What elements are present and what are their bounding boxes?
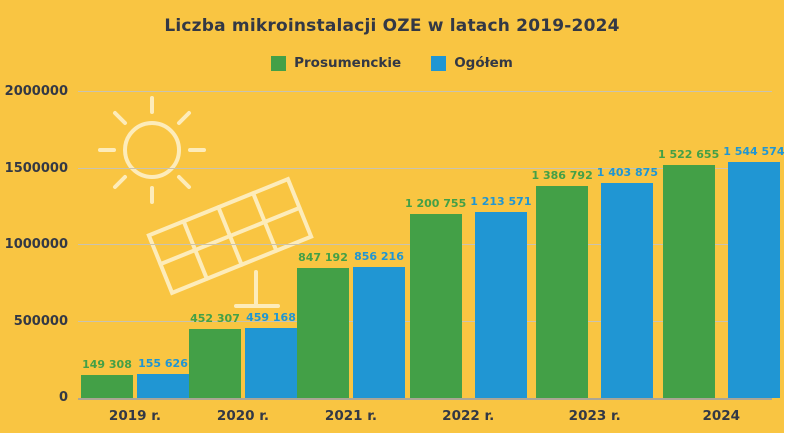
bars-2021: 847 192 856 216 [297,250,405,398]
bar-prosumenckie-2024 [662,165,715,398]
y-tick-label: 0 [58,390,68,405]
bars-2023: 1 386 792 1 403 875 [532,166,658,398]
bar-groups: 149 308 155 626 2019 r. 452 307 459 168 2020 … [78,92,785,424]
bar-prosumenckie-2019 [81,375,133,398]
y-tick-label: 500000 [13,313,68,329]
bar-value-label: 452 307 [190,311,240,325]
gridline [78,91,772,92]
legend-label-prosumenckie: Prosumenckie [294,55,402,71]
bars-2020: 452 307 459 168 [189,311,297,398]
legend-label-ogolem: Ogółem [454,55,513,71]
bar-wrap: 149 308 [81,358,133,398]
x-axis-label-2024: 2024 [702,408,741,424]
chart-title: Liczba mikroinstalacji OZE w latach 2019… [164,16,620,36]
bar-ogem-2021 [353,267,405,398]
bar-wrap: 1 200 755 [405,197,466,398]
bar-value-label: 847 192 [298,251,348,265]
bar-prosumenckie-2021 [297,268,349,398]
y-tick-label: 1500000 [4,160,68,176]
bar-wrap: 847 192 [297,251,349,398]
bar-wrap: 856 216 [353,250,405,398]
bar-value-label: 1 403 875 [596,166,658,180]
bar-wrap: 155 626 [137,357,189,398]
bar-wrap: 1 522 655 [658,148,719,398]
x-axis-label-2019: 2019 r. [108,408,162,424]
bar-group-2024: 1 522 655 1 544 574 2024 [658,145,785,424]
bar-value-label: 1 544 574 [723,144,785,158]
bar-wrap: 1 213 571 [470,195,532,398]
bar-group-2021: 847 192 856 216 2021 r. [297,250,405,424]
x-axis-label-2020: 2020 r. [216,408,270,424]
gridline [78,167,772,169]
bar-ogem-2022 [474,212,527,398]
bar-value-label: 149 308 [82,358,132,372]
bar-ogem-2023 [601,183,654,398]
bar-group-2020: 452 307 459 168 2020 r. [189,311,297,424]
x-axis-label-2021: 2021 r. [324,408,378,424]
y-tick-label: 2000000 [4,84,68,99]
x-axis-label-2022: 2022 r. [442,408,495,424]
bar-wrap: 452 307 [189,312,241,398]
bar-prosumenckie-2022 [409,214,462,398]
legend-item-ogolem: Ogółem [431,55,513,71]
plot-area: 0 500000 1000000 1500000 2000000 149 308 155 … [5,84,785,424]
bar-ogem-2024 [727,161,780,398]
bar-group-2019: 149 308 155 626 2019 r. [81,357,189,424]
bar-value-label: 1 522 655 [658,148,720,162]
legend-swatch-green [271,55,287,71]
bars-2019: 149 308 155 626 [81,357,189,398]
y-tick-label: 1000000 [4,237,68,252]
bar-wrap: 1 386 792 [532,169,593,398]
bar-wrap: 1 544 574 [723,144,785,398]
bar-value-label: 1 213 571 [470,195,532,209]
legend-swatch-blue [431,55,447,71]
bar-value-label: 1 200 755 [405,197,467,211]
bar-value-label: 155 626 [138,357,188,371]
x-axis-label-2023: 2023 r. [568,408,621,424]
bars-2022: 1 200 755 1 213 571 [405,195,532,398]
legend-item-prosumenckie: Prosumenckie [271,55,401,71]
bar-ogem-2020 [245,327,297,398]
bar-group-2022: 1 200 755 1 213 571 2022 r. [405,195,532,424]
bar-value-label: 1 386 792 [531,168,593,182]
bar-wrap: 1 403 875 [597,166,658,398]
bar-group-2023: 1 386 792 1 403 875 2023 r. [532,166,659,424]
bar-value-label: 459 168 [246,310,296,324]
bar-prosumenckie-2020 [189,328,241,398]
bar-ogem-2019 [137,374,189,398]
bar-prosumenckie-2023 [536,185,589,398]
bar-value-label: 856 216 [354,250,404,263]
bars-2024: 1 522 655 1 544 574 [658,145,785,398]
bar-wrap: 459 168 [245,311,297,398]
legend: Prosumenckie Ogółem [0,55,784,71]
